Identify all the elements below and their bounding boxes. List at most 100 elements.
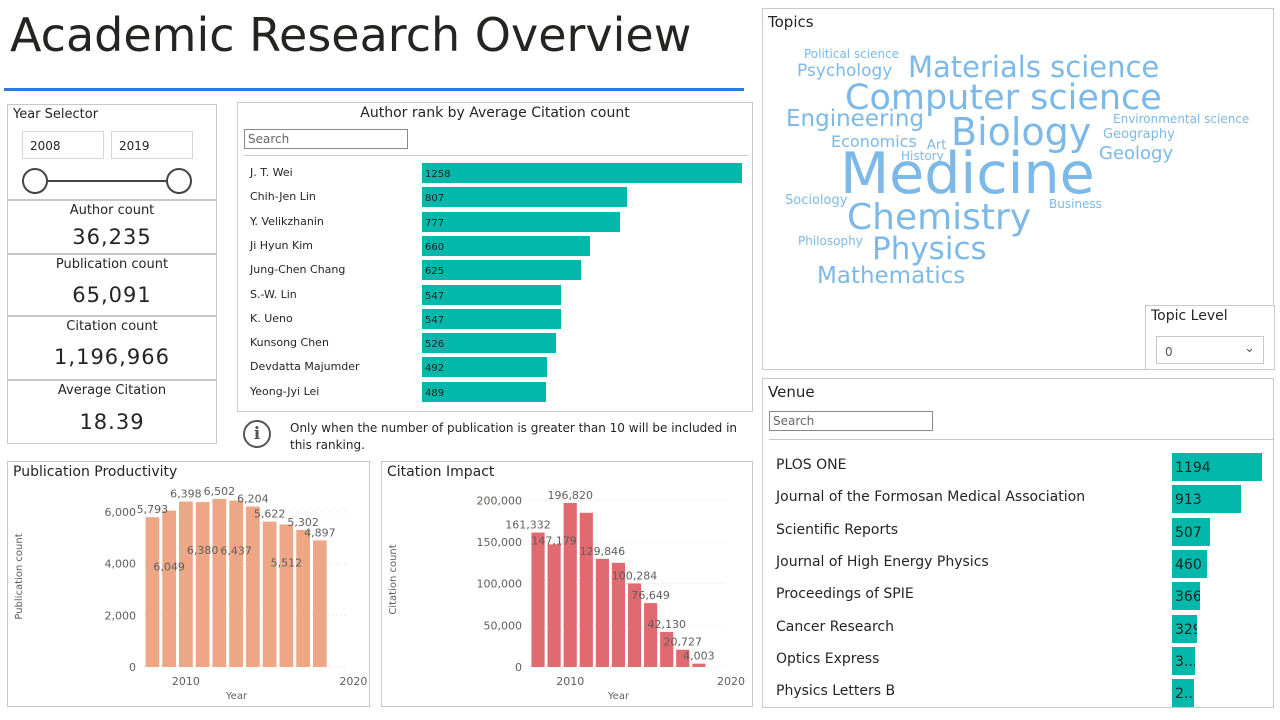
bar [195, 502, 210, 667]
topic-word[interactable]: Business [1049, 197, 1102, 211]
topic-word[interactable]: History [901, 149, 944, 163]
topic-word[interactable]: Materials science [908, 50, 1160, 84]
author-bar[interactable] [422, 235, 590, 256]
y-axis-title: Publication count [14, 533, 25, 619]
y-tick-label: 0 [129, 661, 136, 674]
author-value: 625 [425, 266, 445, 278]
topic-word[interactable]: Biology [951, 110, 1092, 154]
kpi-publication-count: Publication count 65,091 [7, 254, 217, 316]
topic-word[interactable]: Geology [1099, 143, 1174, 164]
data-label: 161,332 [505, 519, 551, 532]
bar [595, 558, 609, 667]
kpi-value: 1,196,966 [54, 345, 170, 369]
data-label: 42,130 [647, 618, 686, 631]
author-name: Jung-Chen Chang [250, 263, 346, 277]
topic-level-dropdown[interactable]: 0 ⌄ [1156, 336, 1264, 364]
bar [579, 512, 593, 667]
year-start-input[interactable]: 2008 [22, 131, 104, 159]
author-bar[interactable] [422, 211, 620, 232]
topic-word[interactable]: Art [927, 138, 947, 153]
author-bar[interactable] [422, 357, 548, 378]
author-bar[interactable] [422, 260, 581, 281]
venue-bar[interactable]: 1194 [1172, 453, 1262, 481]
author-bar[interactable] [422, 163, 742, 183]
topic-word[interactable]: Political science [804, 47, 900, 61]
year-selector-panel: Year Selector 2008 2019 [7, 104, 217, 200]
author-bar[interactable] [422, 187, 628, 208]
topic-word[interactable]: Economics [831, 132, 917, 151]
citation-chart-title: Citation Impact [387, 464, 495, 480]
venue-bar[interactable]: 507 [1172, 517, 1211, 546]
bar [246, 506, 260, 667]
topic-word[interactable]: Computer science [845, 78, 1162, 118]
y-tick-label: 6,000 [105, 506, 137, 519]
venue-bar[interactable]: 329 [1172, 614, 1197, 643]
topic-word[interactable]: Engineering [786, 106, 924, 132]
venue-title: Venue [768, 383, 815, 401]
topic-word[interactable]: Environmental science [1113, 112, 1250, 126]
topic-word[interactable]: Mathematics [817, 263, 966, 289]
author-value: 660 [425, 241, 445, 253]
topic-word[interactable]: Psychology [797, 61, 893, 81]
bar [145, 517, 160, 667]
venue-name: Physics Letters B [776, 683, 896, 700]
author-name: K. Ueno [250, 311, 293, 325]
year-end-input[interactable]: 2019 [111, 131, 193, 159]
venue-name: Cancer Research [776, 618, 894, 635]
y-axis-title: Citation count [388, 544, 399, 614]
author-value: 547 [425, 314, 445, 326]
topic-word[interactable]: Geography [1103, 127, 1175, 142]
author-value: 1258 [425, 169, 451, 180]
ranking-note: Only when the number of publication is g… [290, 421, 738, 452]
author-value: 492 [425, 363, 445, 375]
venue-divider [769, 439, 1273, 440]
venue-bar[interactable]: 3... [1172, 646, 1195, 675]
bar [563, 502, 577, 667]
data-label: 5,793 [137, 503, 169, 516]
bar [692, 663, 706, 667]
topic-word[interactable]: Physics [872, 231, 987, 267]
bar [212, 498, 227, 667]
venue-name: PLOS ONE [776, 457, 847, 473]
topic-word[interactable]: Sociology [785, 193, 848, 208]
data-label: 129,846 [580, 545, 626, 558]
author-bar[interactable] [422, 308, 562, 329]
title-underline [4, 88, 744, 91]
venue-panel: Venue Search PLOS ONE 1194 Journal of the … [762, 378, 1274, 708]
author-bar[interactable] [422, 381, 547, 402]
year-slider-end-handle[interactable] [166, 168, 192, 194]
kpi-value: 18.39 [79, 410, 145, 434]
venue-bar[interactable]: 460 [1172, 549, 1207, 578]
author-name: Chih-Jen Lin [250, 190, 316, 204]
author-value: 807 [425, 193, 445, 205]
author-bar[interactable] [422, 333, 556, 354]
topic-word[interactable]: Philosophy [798, 234, 863, 248]
venue-bar[interactable]: 2... [1172, 679, 1194, 708]
data-label: 6,380 [187, 544, 219, 557]
bar [279, 524, 294, 667]
year-slider-start-handle[interactable] [22, 168, 48, 194]
topic-word[interactable]: Chemistry [847, 197, 1032, 238]
data-label: 6,049 [153, 561, 185, 574]
author-name: Kunsong Chen [250, 336, 329, 350]
author-search-input[interactable]: Search [244, 129, 408, 149]
venue-search-input[interactable]: Search [769, 411, 933, 431]
bar [162, 510, 176, 667]
venue-name: Journal of the Formosan Medical Associat… [776, 489, 1086, 506]
bar [531, 532, 545, 667]
author-value: 547 [425, 290, 445, 302]
y-tick-label: 4,000 [105, 558, 137, 571]
venue-bar[interactable]: 366 [1172, 582, 1200, 611]
venue-bar[interactable]: 913 [1172, 485, 1241, 514]
kpi-author-count: Author count 36,235 [7, 200, 217, 254]
topic-word[interactable]: Medicine [840, 141, 1095, 207]
data-label: 4,003 [683, 650, 715, 663]
kpi-label: Citation count [66, 319, 158, 334]
year-slider-track[interactable] [34, 180, 180, 182]
data-label: 20,727 [664, 636, 703, 649]
kpi-label: Author count [69, 203, 155, 218]
chevron-down-icon: ⌄ [1244, 341, 1255, 356]
author-name: J. T. Wei [250, 166, 293, 179]
y-tick-label: 100,000 [477, 578, 523, 591]
author-bar[interactable] [422, 284, 562, 305]
